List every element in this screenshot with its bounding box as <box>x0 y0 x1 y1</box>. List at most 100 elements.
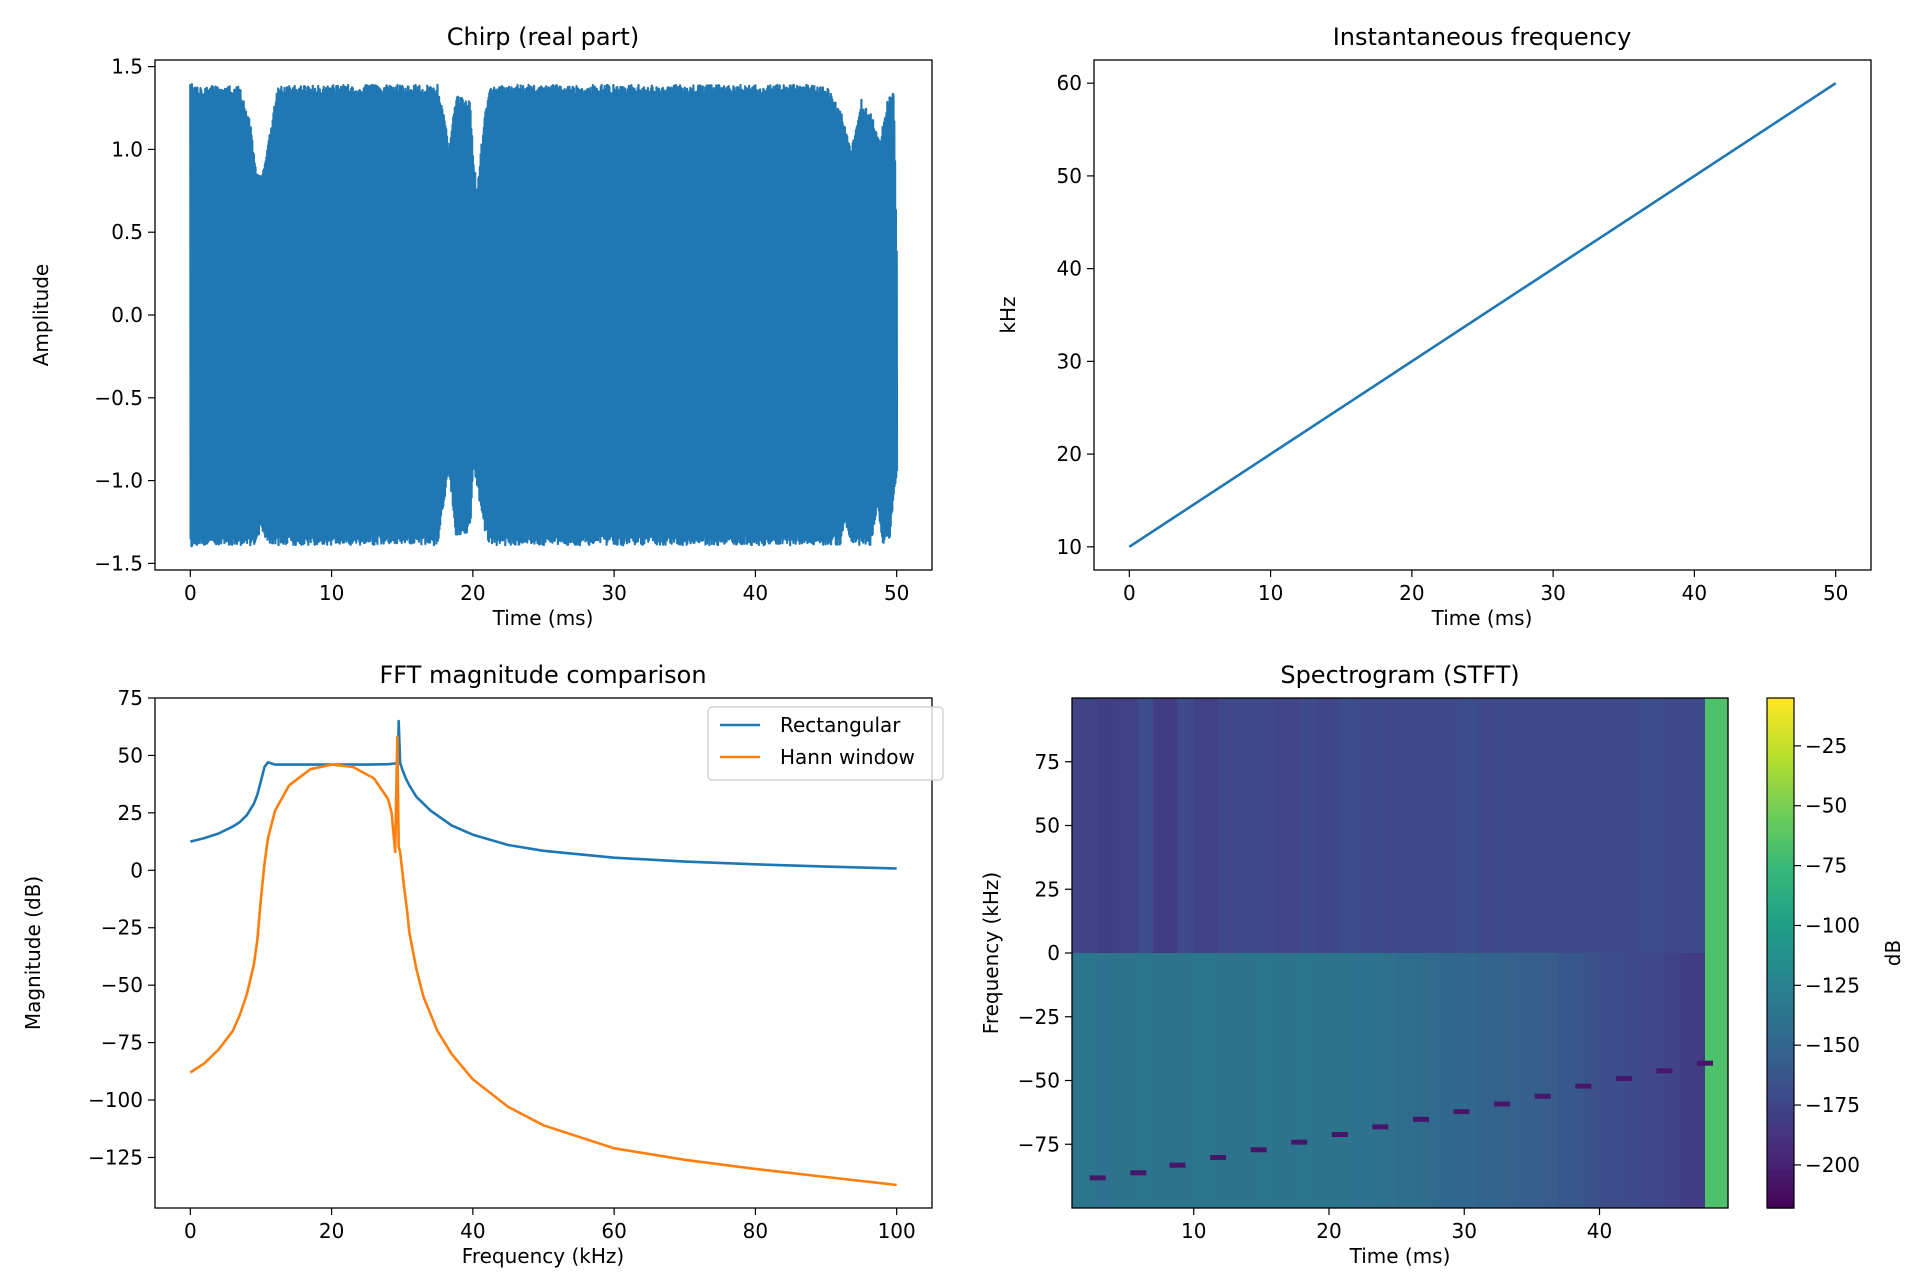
spectrogram-cell <box>1274 698 1300 953</box>
colorbar-tick-label: −175 <box>1805 1093 1860 1117</box>
fft-ytick-label: −100 <box>88 1088 143 1112</box>
spectrogram-cell <box>1177 698 1195 953</box>
spectrogram-cell <box>1299 698 1316 953</box>
colorbar-segment <box>1767 863 1794 871</box>
colorbar-segment <box>1767 978 1794 986</box>
colorbar-tick-label: −150 <box>1805 1033 1860 1057</box>
spectrogram-ytick-label: −25 <box>1018 1005 1060 1029</box>
fft-legend-box <box>707 706 944 781</box>
fft-ytick-label: 25 <box>118 801 143 825</box>
spectrogram-cell <box>1599 698 1625 953</box>
colorbar-segment <box>1767 1055 1794 1063</box>
colorbar-segment <box>1767 984 1794 992</box>
spectrogram-cell <box>1153 698 1179 953</box>
colorbar-segment <box>1767 902 1794 910</box>
colorbar-segment <box>1767 1016 1794 1024</box>
colorbar: −200 −175 −150 −125 −100 −75 −50 −25 <box>1766 697 1860 1209</box>
spectrogram-ridge-cell <box>1697 1060 1713 1066</box>
colorbar-segment <box>1767 895 1794 903</box>
instfreq-ytick-label: 30 <box>1057 349 1082 373</box>
spectrogram-cell <box>1664 953 1682 1208</box>
colorbar-tick-label: −25 <box>1805 734 1847 758</box>
chirp-axes-frame <box>154 59 933 571</box>
spectrogram-cell <box>1396 953 1422 1208</box>
spectrogram-ridge-cell <box>1169 1162 1186 1168</box>
chirp-xtick-label: 0 <box>184 581 197 605</box>
chirp-panel: Chirp (real part) 0 10 20 30 40 50 −1.5 −1.0 −0.… <box>29 23 933 630</box>
fft-grid-layer: 0 20 40 60 80 100 −125 −100 −75 −50 −25 0 25 50 75 <box>88 686 916 1243</box>
instfreq-axes-frame <box>1093 59 1872 571</box>
colorbar-segment <box>1767 1048 1794 1056</box>
colorbar-segment <box>1767 997 1794 1005</box>
chirp-signal-line <box>189 83 899 548</box>
spectrogram-cell <box>1274 953 1300 1208</box>
spectrogram-cell <box>1097 698 1114 953</box>
spectrogram-ridge-cell <box>1250 1147 1267 1153</box>
colorbar-segment <box>1767 723 1794 731</box>
spectrogram-cell <box>1258 953 1276 1208</box>
spectrogram-ridge-cell <box>1210 1155 1227 1160</box>
fft-xlabel: Frequency (kHz) <box>462 1244 624 1268</box>
fft-ylabel: Magnitude (dB) <box>21 876 45 1030</box>
colorbar-segment <box>1767 774 1794 782</box>
chirp-ytick-label: 1.5 <box>111 55 143 79</box>
colorbar-segment <box>1767 953 1794 961</box>
spectrogram-cell <box>1640 953 1665 1208</box>
spectrogram-cell <box>1153 953 1179 1208</box>
spectrogram-ridge-cell <box>1089 1175 1106 1181</box>
spectrogram-cell <box>1339 698 1357 953</box>
colorbar-frame <box>1766 697 1795 1209</box>
colorbar-segment <box>1767 806 1794 814</box>
colorbar-segment <box>1767 927 1794 935</box>
colorbar-segment <box>1767 851 1794 859</box>
colorbar-segment <box>1767 825 1794 833</box>
chirp-ytick-label: 0.0 <box>111 303 143 327</box>
instfreq-panel: Instantaneous frequency 0 10 20 30 40 50 10 20 3… <box>996 23 1872 630</box>
spectrogram-ridge-cell <box>1534 1093 1551 1099</box>
colorbar-segment <box>1767 1042 1794 1050</box>
fft-xtick-label: 60 <box>601 1219 626 1243</box>
fft-legend-hann-label: Hann window <box>780 745 915 769</box>
chirp-ytick-label: 0.5 <box>111 220 143 244</box>
fft-legend-rect-label: Rectangular <box>780 713 901 737</box>
colorbar-segment <box>1767 1074 1794 1082</box>
instfreq-xtick-label: 20 <box>1399 581 1424 605</box>
spectrogram-cell <box>1072 698 1099 953</box>
colorbar-segment <box>1767 704 1794 712</box>
colorbar-segment <box>1767 812 1794 820</box>
spectrogram-ridge-cell <box>1291 1139 1308 1145</box>
spectrogram-cell <box>1583 953 1601 1208</box>
colorbar-segment <box>1767 889 1794 897</box>
spectrogram-cell <box>1623 698 1641 953</box>
spectrogram-cell <box>1299 953 1316 1208</box>
colorbar-segment <box>1767 787 1794 795</box>
spectrogram-ytick-label: 50 <box>1035 814 1060 838</box>
instfreq-ytick-label: 10 <box>1057 535 1082 559</box>
colorbar-segment <box>1767 768 1794 776</box>
fft-hann-line <box>189 735 897 1187</box>
colorbar-segment <box>1767 972 1794 980</box>
colorbar-segment <box>1767 876 1794 884</box>
instfreq-ytick-label: 60 <box>1057 71 1082 95</box>
spectrogram-cell <box>1502 698 1519 953</box>
colorbar-segment <box>1767 1112 1794 1120</box>
instfreq-data-layer <box>1128 82 1837 548</box>
spectrogram-cell <box>1461 698 1479 953</box>
spectrogram-cell <box>1705 698 1729 953</box>
colorbar-segment <box>1767 1201 1794 1209</box>
spectrogram-ytick-label: −75 <box>1018 1132 1060 1156</box>
colorbar-label: dB <box>1881 940 1905 966</box>
chirp-xtick-label: 40 <box>743 581 768 605</box>
spectrogram-ridge-cell <box>1130 1170 1147 1176</box>
spectrogram-data-layer <box>1072 698 1729 1208</box>
spectrogram-cell <box>1072 953 1099 1208</box>
colorbar-tick-label: −75 <box>1805 854 1847 878</box>
fft-ytick-label: −125 <box>88 1145 143 1169</box>
colorbar-segment <box>1767 749 1794 757</box>
chirp-data-layer <box>189 83 899 548</box>
spectrogram-cell <box>1315 953 1341 1208</box>
fft-xtick-label: 0 <box>184 1219 197 1243</box>
spectrogram-panel: Spectrogram (STFT) 10 20 30 40 −75 −50 −25 0 25 5… <box>979 661 1905 1268</box>
colorbar-segment <box>1767 857 1794 865</box>
spectrogram-cell <box>1421 698 1438 953</box>
